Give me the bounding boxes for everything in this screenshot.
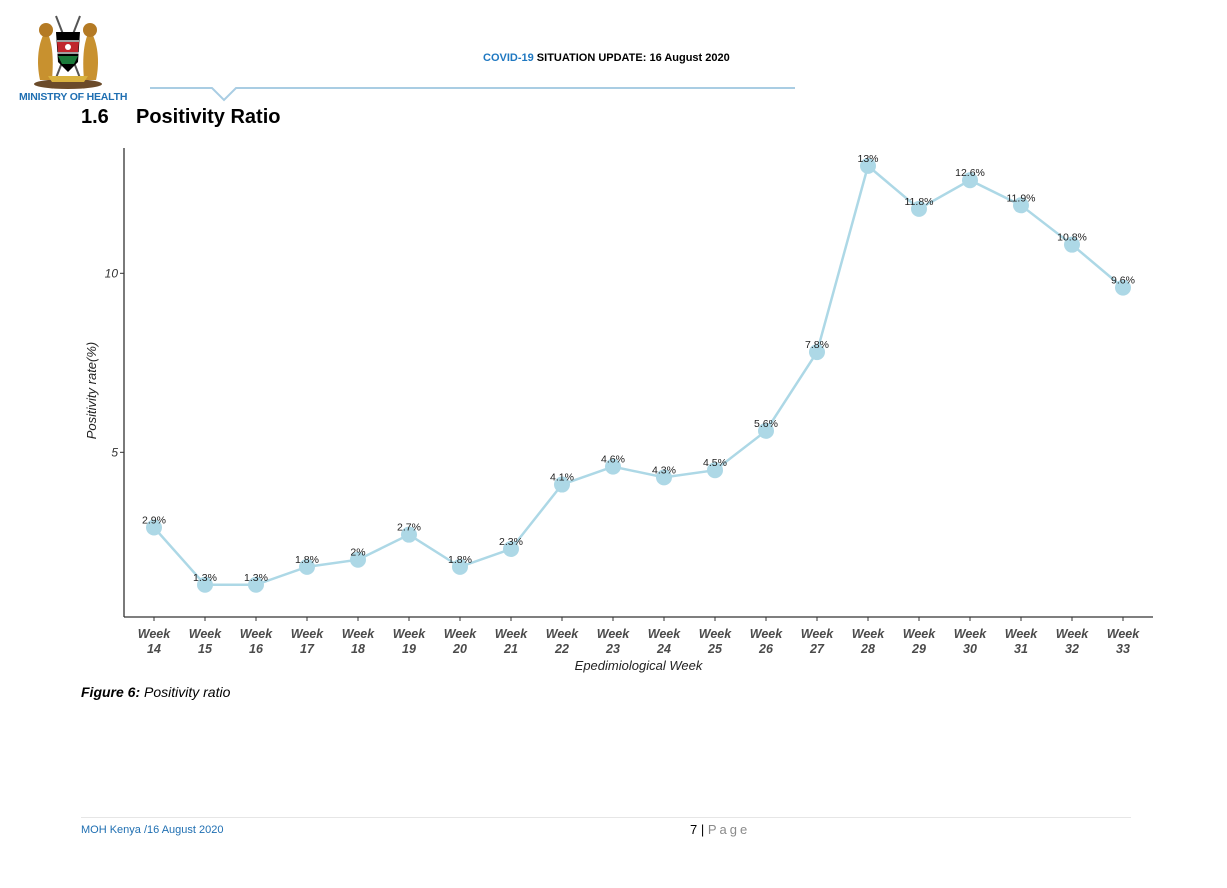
data-point: [656, 469, 672, 486]
data-label: 7.8%: [805, 339, 829, 351]
data-label: 11.9%: [1007, 192, 1036, 204]
data-point: [401, 526, 417, 543]
data-label: 1.8%: [295, 554, 319, 566]
data-point: [1013, 197, 1029, 214]
data-point: [146, 519, 162, 536]
footer-rule: [81, 817, 1131, 818]
footer-page-number: 7 | Page: [690, 822, 750, 837]
section-title: Positivity Ratio: [136, 106, 281, 128]
x-tick-label: Week 18: [342, 627, 375, 656]
section-number: 1.6: [81, 106, 109, 128]
data-label: 4.6%: [601, 454, 625, 466]
x-tick-label: Week 33: [1107, 627, 1140, 656]
data-label: 10.8%: [1057, 232, 1087, 244]
x-tick-label: Week 26: [750, 627, 783, 656]
data-label: 2.7%: [397, 522, 421, 534]
data-label: 1.3%: [193, 572, 217, 584]
x-tick-label: Week 30: [954, 627, 987, 656]
x-tick-label: Week 31: [1005, 627, 1038, 656]
data-label: 1.8%: [448, 554, 472, 566]
data-point: [197, 576, 213, 593]
data-label: 2%: [350, 547, 365, 559]
data-label: 2.9%: [142, 514, 166, 526]
ministry-name: MINISTRY OF HEALTH: [19, 91, 128, 103]
figure-caption: Figure 6: Positivity ratio: [81, 684, 230, 700]
data-label: 12.6%: [955, 167, 985, 179]
x-axis-title: Epedimiological Week: [575, 658, 704, 673]
positivity-ratio-chart: 5 10 Week 14 Week 15 Week 16 Week 17 Week 18 Week 19 W…: [84, 148, 1153, 673]
x-tick-label: Week 23: [597, 627, 630, 656]
data-label: 11.8%: [905, 196, 934, 208]
x-tick-label: Week 29: [903, 627, 936, 656]
data-point: [248, 576, 264, 593]
x-tick-label: Week 28: [852, 627, 885, 656]
x-tick-label: Week 15: [189, 627, 222, 656]
data-point: [452, 558, 468, 575]
series-line: [153, 163, 1124, 587]
y-axis-title: Positivity rate(%): [84, 342, 99, 440]
data-point: [758, 422, 774, 439]
data-point: [605, 458, 621, 475]
data-point: [503, 540, 519, 557]
data-point: [707, 462, 723, 479]
data-label: 4.5%: [703, 457, 727, 469]
data-label: 4.3%: [652, 464, 676, 476]
footer-source: MOH Kenya /16 August 2020: [81, 824, 224, 836]
page-number: 7: [690, 822, 698, 837]
data-label: 2.3%: [499, 536, 523, 548]
header-title-rest: SITUATION UPDATE: 16 August 2020: [533, 52, 730, 64]
x-tick-label: Week 19: [393, 627, 426, 656]
x-tick-label: Week 22: [546, 627, 579, 656]
x-tick-label: Week 14: [138, 627, 171, 656]
x-tick-label: Week 27: [801, 627, 834, 656]
y-tick-label: 5: [111, 445, 118, 459]
data-point: [350, 551, 366, 568]
y-tick-label: 10: [105, 266, 119, 280]
data-label: 4.1%: [550, 472, 574, 484]
data-point: [299, 558, 315, 575]
x-tick-label: Week 16: [240, 627, 273, 656]
x-tick-label: Week 25: [699, 627, 732, 656]
data-point: [1115, 279, 1131, 296]
section-heading: 1.6 Positivity Ratio: [81, 106, 280, 129]
x-tick-label: Week 17: [291, 627, 324, 656]
figure-caption-text: Positivity ratio: [140, 684, 231, 700]
data-label: 9.6%: [1111, 275, 1135, 287]
data-label: 13%: [857, 153, 878, 165]
header-title-highlight: COVID-19: [483, 52, 534, 64]
figure-caption-label: Figure 6:: [81, 684, 141, 700]
data-point: [860, 157, 876, 174]
data-label: 1.3%: [244, 572, 268, 584]
page-word: Page: [707, 822, 751, 837]
header-title: COVID-19 SITUATION UPDATE: 16 August 202…: [483, 52, 730, 64]
data-point: [809, 344, 825, 361]
data-point: [911, 200, 927, 217]
data-label: 5.6%: [754, 418, 778, 430]
data-point: [1064, 236, 1080, 253]
x-tick-label: Week 32: [1056, 627, 1089, 656]
header-rule: [150, 87, 795, 102]
data-point: [554, 476, 570, 493]
page-separator: |: [697, 822, 708, 837]
x-tick-label: Week 20: [444, 627, 477, 656]
data-point: [962, 172, 978, 189]
kenya-coat-of-arms-logo: [34, 15, 102, 89]
x-tick-label: Week 24: [648, 627, 681, 656]
x-tick-label: Week 21: [495, 627, 528, 656]
